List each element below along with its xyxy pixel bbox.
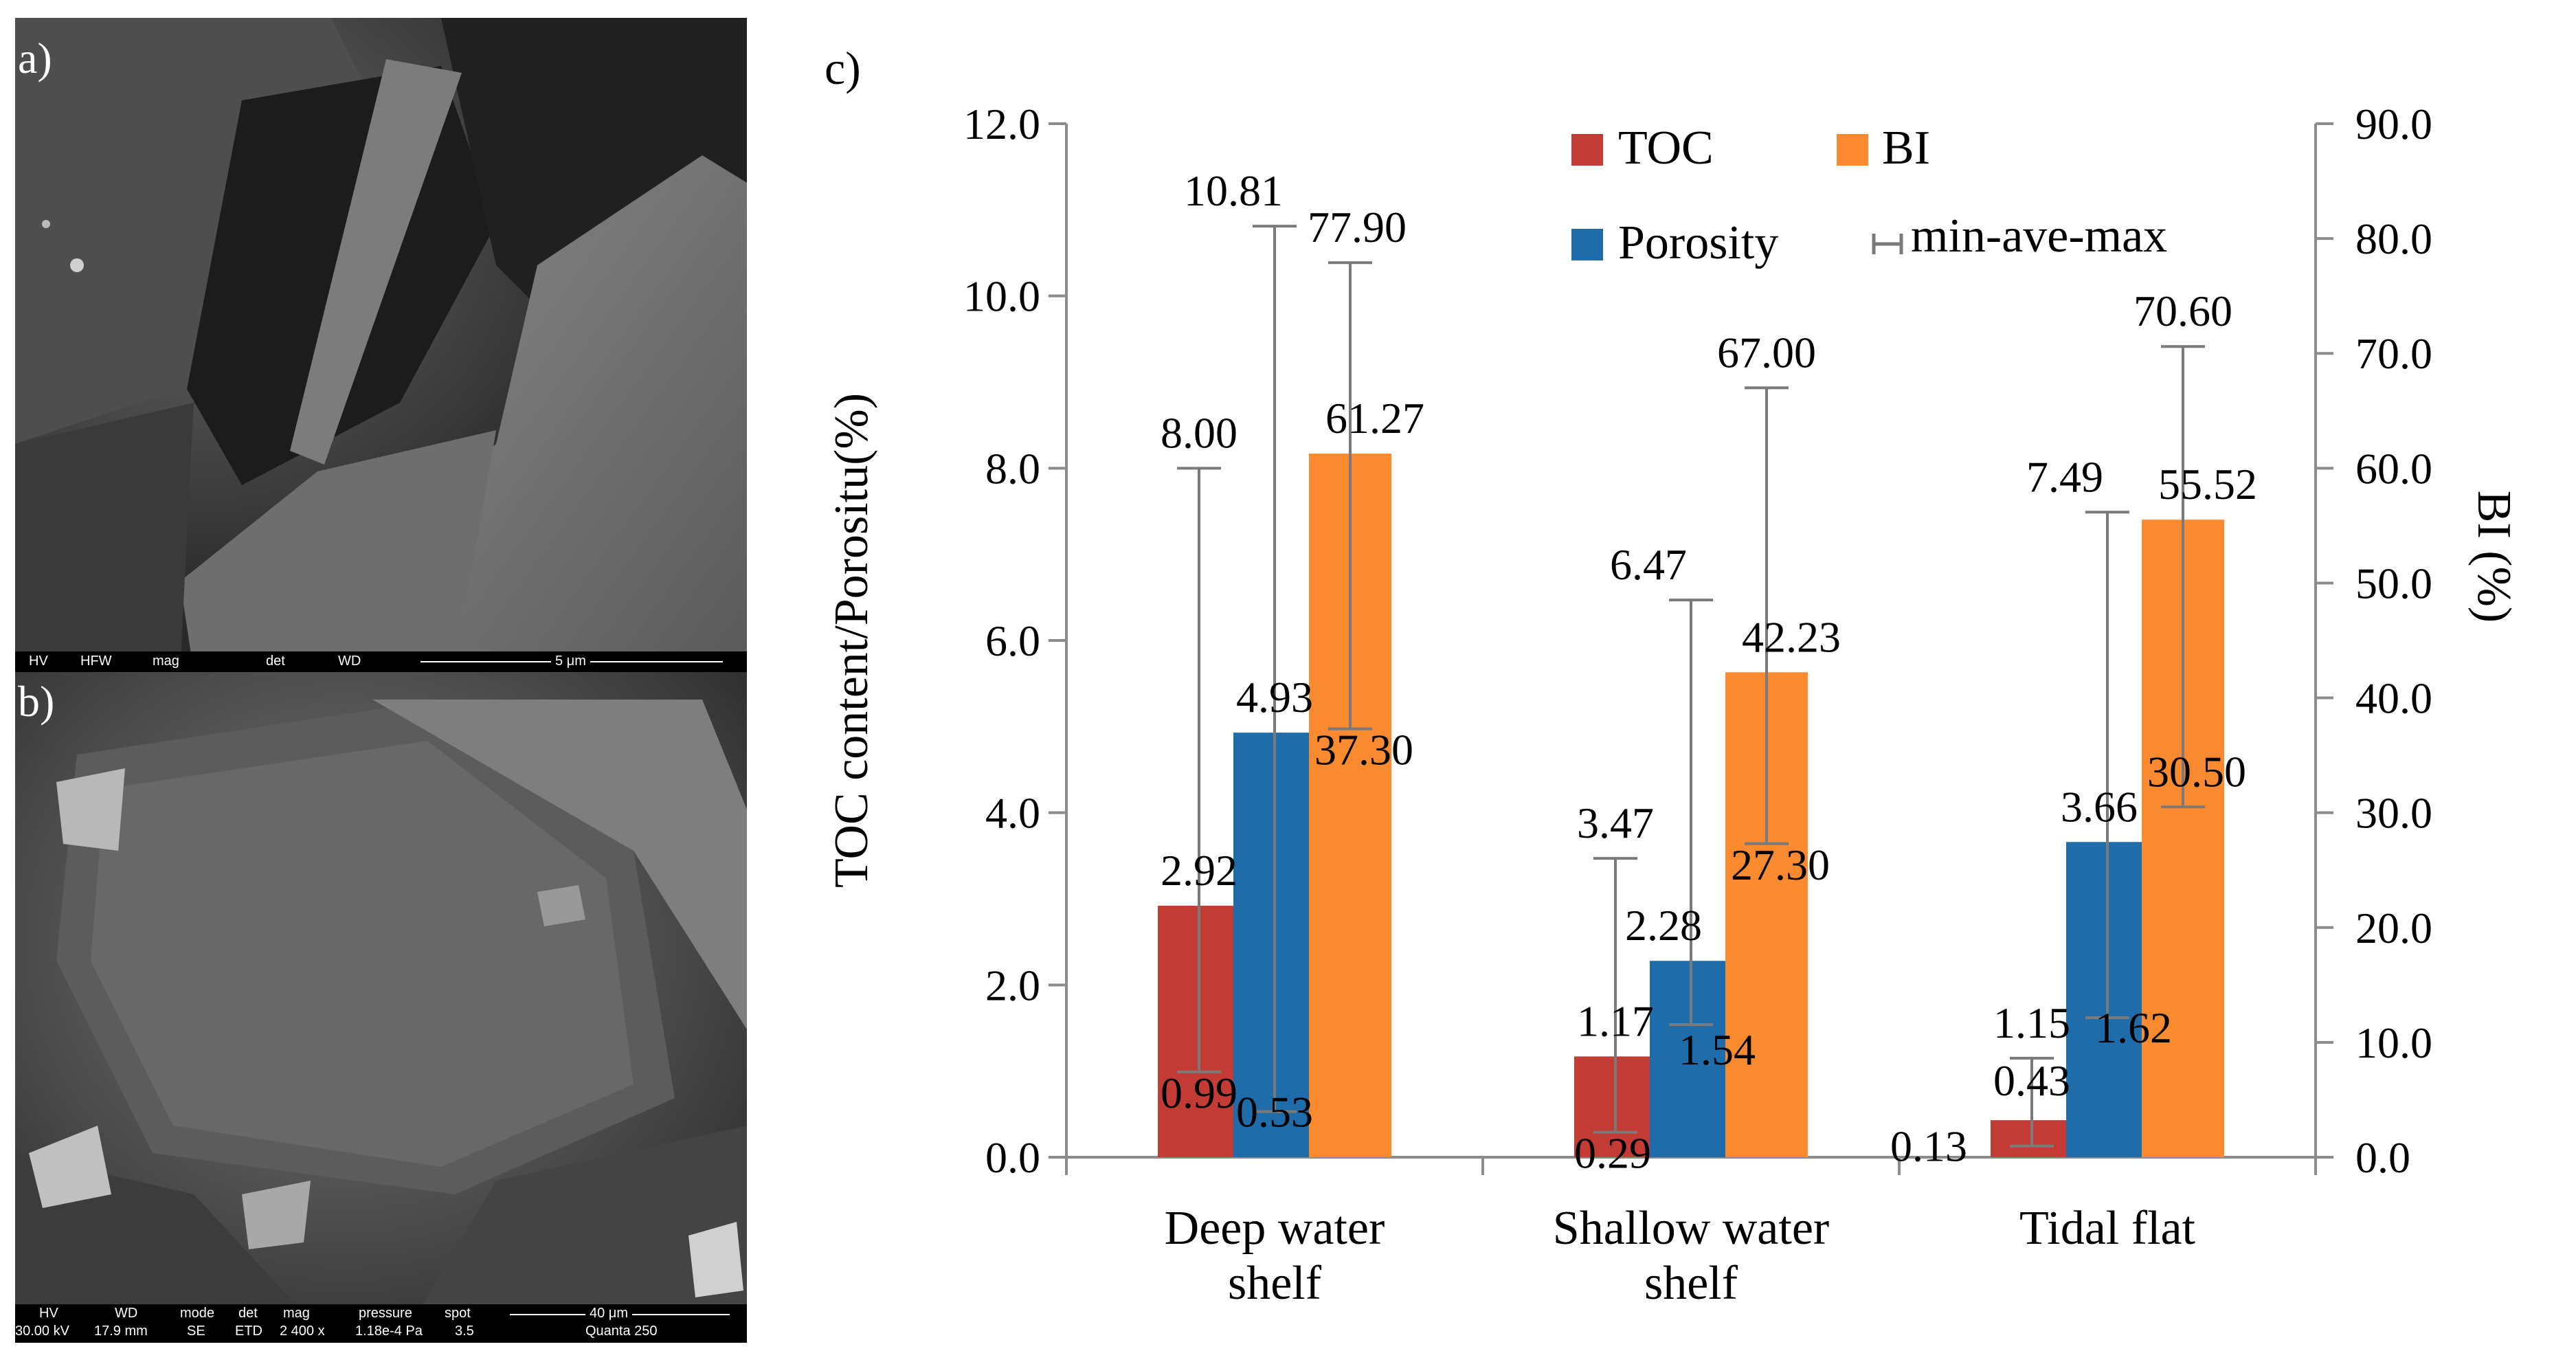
databar-header-pressure: pressure	[359, 1306, 412, 1321]
legend-label-bi: BI	[1882, 122, 1930, 175]
databar-value-det: ETD	[235, 1324, 262, 1339]
data-label-toc-ave: 1.17	[1577, 996, 1654, 1045]
data-label-toc-min: 0.13	[1890, 1122, 1967, 1171]
y-tick-label-right: 70.0	[2355, 329, 2432, 378]
databar-header-det: det	[238, 1306, 258, 1321]
chart-c: c) 0.0 2.0 4.0 6.0 8.0 10.0 12.0 0.0 10.0 20.0 30.…	[825, 42, 2520, 1310]
y-tick-label-left: 0.0	[985, 1133, 1040, 1182]
data-label-bi-min: 37.30	[1314, 726, 1413, 774]
databar-header-spot: spot	[445, 1306, 471, 1321]
y-tick-label-left: 4.0	[985, 789, 1040, 838]
databar-mag: mag	[153, 654, 179, 669]
data-label-porosity-max: 10.81	[1184, 166, 1283, 215]
legend-swatch-bi	[1837, 134, 1868, 166]
databar-header-mode: mode	[180, 1306, 215, 1321]
data-label-bi-min: 27.30	[1731, 840, 1830, 889]
data-label-bi-max: 70.60	[2133, 287, 2232, 335]
databar-det: det	[266, 654, 285, 669]
data-label-porosity-min: 1.62	[2095, 1003, 2172, 1052]
databar-value-pressure: 1.18e-4 Pa	[355, 1324, 423, 1339]
legend-swatch-porosity	[1571, 229, 1603, 260]
databar-value-mag: 2 400 x	[280, 1324, 325, 1339]
y-tick-label-right: 10.0	[2355, 1018, 2432, 1067]
data-label-porosity-ave: 4.93	[1236, 673, 1313, 722]
sem-image-b-picture	[15, 672, 747, 1343]
legend-label-range: min-ave-max	[1911, 210, 2167, 263]
data-label-toc-max: 1.15	[1993, 998, 2070, 1047]
data-label-bi-ave: 55.52	[2158, 460, 2257, 509]
scale-label-b: 40 μm	[585, 1306, 632, 1321]
y-tick-label-right: 40.0	[2355, 674, 2432, 723]
y-tick-label-right: 0.0	[2355, 1133, 2410, 1182]
y-tick-label-left: 12.0	[963, 100, 1040, 148]
x-category-label: Tidal flat	[2019, 1202, 2196, 1255]
chart-data-labels: 8.00 2.92 0.99 3.47 1.17 0.29 1.15 0.43 0.13 10.8…	[1161, 166, 2257, 1178]
data-label-toc-max: 8.00	[1161, 408, 1237, 457]
data-label-porosity-max: 7.49	[2026, 452, 2103, 501]
legend-swatch-toc	[1571, 134, 1603, 166]
legend-label-toc: TOC	[1618, 122, 1714, 175]
chart-error-bars	[1177, 225, 2205, 1148]
databar-value-wd: 17.9 mm	[94, 1324, 148, 1339]
y-tick-label-left: 6.0	[985, 616, 1040, 665]
databar-header-wd: WD	[115, 1306, 138, 1321]
sem-image-a-picture	[15, 18, 747, 672]
data-label-bi-ave: 61.27	[1325, 394, 1424, 443]
scale-label-a: 5 μm	[551, 654, 590, 669]
x-category-label: shelf	[1644, 1257, 1738, 1310]
data-label-porosity-ave: 2.28	[1625, 901, 1702, 950]
databar-header-mag: mag	[283, 1306, 310, 1321]
data-label-bi-min: 30.50	[2147, 747, 2246, 796]
databar-value-hv: 30.00 kV	[15, 1324, 69, 1339]
y-tick-label-right: 60.0	[2355, 444, 2432, 493]
y-tick-label-left: 10.0	[963, 272, 1040, 321]
y-axis-left-title: TOC content/Porositu(%)	[825, 393, 878, 888]
data-label-porosity-max: 6.47	[1610, 540, 1687, 589]
data-label-toc-max: 3.47	[1577, 799, 1654, 847]
x-category-label: Shallow water	[1553, 1202, 1829, 1255]
panel-label-b: b)	[18, 677, 55, 726]
databar-value-spot: 3.5	[455, 1324, 474, 1339]
y-tick-label-left: 8.0	[985, 444, 1040, 493]
chart-axes: 0.0 2.0 4.0 6.0 8.0 10.0 12.0 0.0 10.0 20.0 30.0 40…	[825, 100, 2520, 1310]
y-tick-label-right: 20.0	[2355, 904, 2432, 952]
legend-label-porosity: Porosity	[1618, 216, 1778, 269]
data-label-toc-ave: 0.43	[1993, 1056, 2070, 1105]
data-label-porosity-min: 1.54	[1679, 1025, 1756, 1074]
sem-databar-b: HV WD mode det mag pressure spot 30.00 k…	[15, 1304, 747, 1343]
y-tick-label-left: 2.0	[985, 961, 1040, 1009]
data-label-bi-ave: 42.23	[1742, 612, 1841, 661]
data-label-porosity-min: 0.53	[1236, 1088, 1313, 1137]
sem-databar-a: HV HFW mag det WD 5 μm	[15, 651, 747, 672]
databar-wd: WD	[338, 654, 361, 669]
data-label-toc-ave: 2.92	[1161, 846, 1237, 895]
databar-instrument: Quanta 250	[585, 1324, 658, 1339]
y-tick-label-right: 30.0	[2355, 789, 2432, 838]
y-tick-label-right: 50.0	[2355, 559, 2432, 607]
databar-hfw: HFW	[80, 654, 112, 669]
data-label-toc-min: 0.29	[1574, 1129, 1651, 1178]
panel-label-c: c)	[825, 42, 861, 94]
databar-hv: HV	[29, 654, 48, 669]
x-category-label: Deep water	[1165, 1202, 1385, 1255]
data-label-toc-min: 0.99	[1161, 1069, 1237, 1117]
y-tick-label-right: 80.0	[2355, 214, 2432, 263]
data-label-porosity-ave: 3.66	[2061, 782, 2138, 831]
databar-value-mode: SE	[187, 1324, 205, 1339]
data-label-bi-max: 67.00	[1717, 328, 1816, 377]
chart-legend: TOC BI Porosity min-ave-max	[1571, 122, 2167, 269]
databar-header-hv: HV	[39, 1306, 58, 1321]
y-axis-right-title: BI (%)	[2467, 491, 2520, 623]
x-category-label: shelf	[1228, 1257, 1322, 1310]
data-label-bi-max: 77.90	[1308, 203, 1407, 252]
sem-image-a: a) HV HFW mag det WD 5 μm	[15, 18, 747, 672]
sem-image-b: b) HV WD mode det mag pressure spot 30.0…	[15, 672, 747, 1343]
panel-label-a: a)	[18, 34, 52, 82]
y-tick-label-right: 90.0	[2355, 100, 2432, 148]
